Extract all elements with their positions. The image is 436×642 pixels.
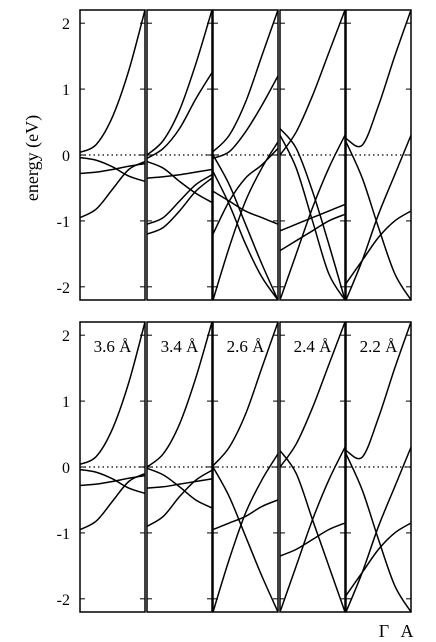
band-panel	[345, 9, 412, 301]
band-curves	[346, 322, 411, 612]
band-line	[80, 322, 145, 466]
band-line	[346, 322, 411, 460]
band-curves	[80, 10, 145, 219]
band-line	[213, 75, 278, 160]
x-tick-label-gamma: Γ	[379, 621, 389, 641]
band-panel: 2.4 Å	[279, 321, 346, 613]
band-line	[213, 466, 278, 612]
band-line	[147, 478, 212, 489]
band-panel: 3.4 Å	[146, 321, 213, 613]
band-line	[213, 10, 278, 153]
band-panel: 3.6 Å	[79, 321, 146, 613]
band-line	[280, 446, 345, 612]
band-line	[80, 10, 145, 154]
band-line	[147, 72, 212, 159]
band-line	[346, 134, 411, 300]
y-tick-label: 0	[62, 148, 70, 165]
band-curves	[346, 10, 411, 300]
band-line	[346, 446, 411, 612]
band-line	[213, 154, 278, 300]
band-line	[280, 134, 345, 300]
band-curves	[213, 10, 278, 300]
band-panel	[79, 9, 146, 301]
band-row-top: 2 1 0 -1 -2	[57, 9, 412, 301]
panel-label: 3.6 Å	[94, 337, 133, 356]
band-line	[80, 468, 145, 495]
y-tick-label: -1	[57, 214, 70, 231]
band-line	[280, 213, 345, 252]
band-panel	[212, 9, 279, 301]
y-tick-label: 0	[62, 460, 70, 477]
panel-frame	[345, 9, 412, 301]
band-line	[280, 450, 345, 612]
band-line	[213, 453, 278, 612]
band-line	[280, 10, 345, 156]
band-line	[280, 128, 345, 300]
band-structure-rows: 2 1 0 -1 -2 2 1 0 -1 -2 3.6 Å 3.4 Å 2.6 Å 2.4 Å 2.2 Å	[57, 9, 412, 613]
band-line	[346, 210, 411, 284]
panel-frame	[79, 9, 146, 301]
panel-label: 2.6 Å	[227, 337, 266, 356]
panel-frame	[146, 9, 213, 301]
panel-frame	[345, 321, 412, 613]
panel-label: 2.2 Å	[360, 337, 399, 356]
panel-label: 2.4 Å	[294, 337, 333, 356]
band-line	[280, 203, 345, 232]
band-curves	[147, 10, 212, 235]
x-tick-label-a: A	[401, 621, 414, 641]
band-line	[346, 522, 411, 596]
band-line	[147, 467, 212, 509]
panel-label: 3.4 Å	[161, 337, 200, 356]
band-line	[213, 190, 278, 225]
band-line	[80, 160, 145, 219]
band-line	[147, 168, 212, 179]
y-axis-label: energy (eV)	[22, 115, 43, 201]
y-tick-label: -1	[57, 526, 70, 543]
band-curves	[80, 322, 145, 531]
band-line	[346, 10, 411, 148]
band-line	[147, 177, 212, 235]
y-tick-label: 1	[62, 394, 70, 411]
band-line	[213, 171, 278, 300]
band-line	[80, 162, 145, 175]
band-line	[280, 322, 345, 468]
band-curves	[280, 322, 345, 612]
band-line	[147, 322, 212, 468]
band-line	[346, 141, 411, 300]
band-line	[280, 134, 345, 300]
panel-frame	[146, 321, 213, 613]
band-line	[147, 160, 212, 204]
y-tick-label: -2	[57, 280, 70, 297]
y-tick-label: -2	[57, 592, 70, 609]
band-curves	[213, 322, 278, 612]
band-line	[80, 156, 145, 183]
band-line	[80, 474, 145, 487]
band-line	[147, 174, 212, 225]
band-line	[147, 469, 212, 527]
band-line	[346, 453, 411, 612]
band-panel	[279, 9, 346, 301]
band-line	[213, 499, 278, 531]
panel-frame	[212, 321, 279, 613]
band-line	[80, 472, 145, 531]
band-line	[147, 10, 212, 156]
band-line	[280, 522, 345, 557]
band-panel: 2.2 Å	[345, 321, 412, 613]
band-curves	[280, 10, 345, 300]
band-panel	[146, 9, 213, 301]
band-curves	[147, 322, 212, 527]
panel-frame	[279, 9, 346, 301]
y-tick-label: 2	[62, 328, 70, 345]
y-tick-label: 1	[62, 82, 70, 99]
band-row-bottom: 2 1 0 -1 -2 3.6 Å 3.4 Å 2.6 Å 2.4 Å 2.2 Å	[57, 321, 412, 613]
y-tick-label: 2	[62, 16, 70, 33]
panel-frame	[279, 321, 346, 613]
panel-frame	[212, 9, 279, 301]
band-line	[213, 141, 278, 300]
band-line	[213, 322, 278, 467]
panel-frame	[79, 321, 146, 613]
band-panel: 2.6 Å	[212, 321, 279, 613]
